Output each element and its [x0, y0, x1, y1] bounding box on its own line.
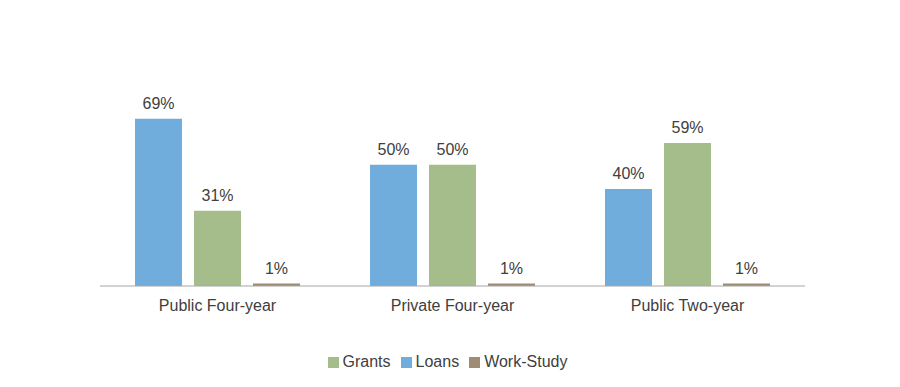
svg-text:40%: 40% [612, 165, 644, 182]
svg-text:1%: 1% [500, 260, 523, 277]
svg-text:Private Four-year: Private Four-year [391, 297, 515, 314]
svg-text:50%: 50% [436, 141, 468, 158]
html-text:Grants: Grants [342, 353, 391, 370]
svg-text:59%: 59% [671, 119, 703, 136]
svg-text:1%: 1% [735, 260, 758, 277]
html-text:Loans: Loans [415, 353, 460, 370]
svg-text:1%: 1% [265, 260, 288, 277]
svg-text:Public Two-year: Public Two-year [631, 297, 745, 314]
svg-text:69%: 69% [142, 95, 174, 112]
html-text:Work-Study: Work-Study [484, 353, 568, 370]
svg-text:50%: 50% [377, 141, 409, 158]
svg-text:31%: 31% [201, 187, 233, 204]
svg-text:Public Four-year: Public Four-year [159, 297, 277, 314]
